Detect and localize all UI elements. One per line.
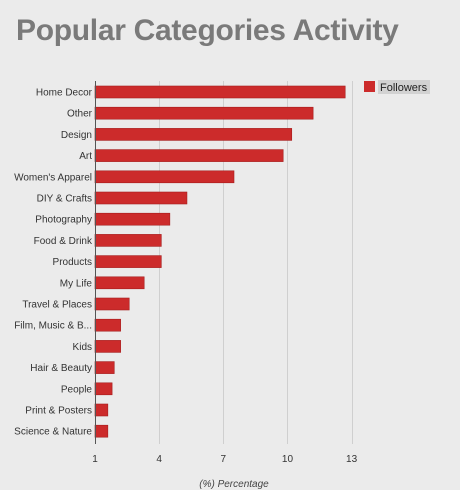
category-label: People [61, 384, 93, 395]
bar[interactable] [94, 403, 109, 417]
category-label: Kids [73, 342, 92, 353]
bar[interactable] [94, 85, 346, 99]
category-label: My Life [60, 278, 93, 289]
bar[interactable] [94, 234, 162, 247]
bar[interactable] [94, 212, 171, 226]
category-label: Print & Posters [25, 406, 92, 417]
bar[interactable] [94, 318, 121, 332]
x-axis-label: (%) Percentage [199, 479, 269, 490]
x-tick-label: 1 [92, 454, 98, 465]
category-label: Design [61, 130, 92, 141]
bar[interactable] [94, 382, 113, 396]
category-label: Products [53, 257, 92, 268]
bar[interactable] [94, 297, 130, 311]
bar[interactable] [94, 128, 293, 141]
chart-title: Popular Categories Activity [16, 14, 399, 47]
x-tick-label: 10 [282, 454, 294, 465]
bars [94, 85, 346, 438]
bar[interactable] [94, 191, 188, 205]
x-tick-label: 4 [156, 454, 162, 465]
bar[interactable] [94, 106, 314, 120]
bar[interactable] [94, 149, 284, 162]
x-tick-label: 13 [346, 454, 358, 465]
x-tick-labels: 1 4 7 10 13 [92, 454, 357, 465]
category-label: Women's Apparel [14, 172, 92, 183]
category-label: Food & Drink [34, 236, 93, 247]
legend-swatch-followers [364, 81, 375, 92]
category-label: Film, Music & B... [14, 321, 92, 332]
category-label: Travel & Places [22, 300, 92, 311]
category-label: Art [79, 151, 92, 162]
bar[interactable] [94, 340, 121, 353]
category-label: Home Decor [36, 88, 93, 99]
bar[interactable] [94, 276, 145, 290]
bar[interactable] [94, 424, 109, 438]
x-tick-label: 7 [221, 454, 227, 465]
category-label: Science & Nature [14, 427, 92, 438]
legend-highlight [378, 80, 430, 94]
gridlines [159, 81, 353, 444]
category-label: DIY & Crafts [37, 194, 92, 205]
category-label: Hair & Beauty [30, 363, 92, 374]
category-label: Other [67, 109, 93, 120]
category-labels: Home Decor Other Design Art Women's Apparel D… [14, 88, 93, 438]
legend[interactable]: Followers [364, 80, 430, 94]
legend-label-followers[interactable]: Followers [380, 82, 428, 94]
bar[interactable] [94, 255, 162, 268]
category-label: Photography [35, 215, 92, 226]
bar[interactable] [94, 170, 235, 184]
bar[interactable] [94, 361, 115, 374]
